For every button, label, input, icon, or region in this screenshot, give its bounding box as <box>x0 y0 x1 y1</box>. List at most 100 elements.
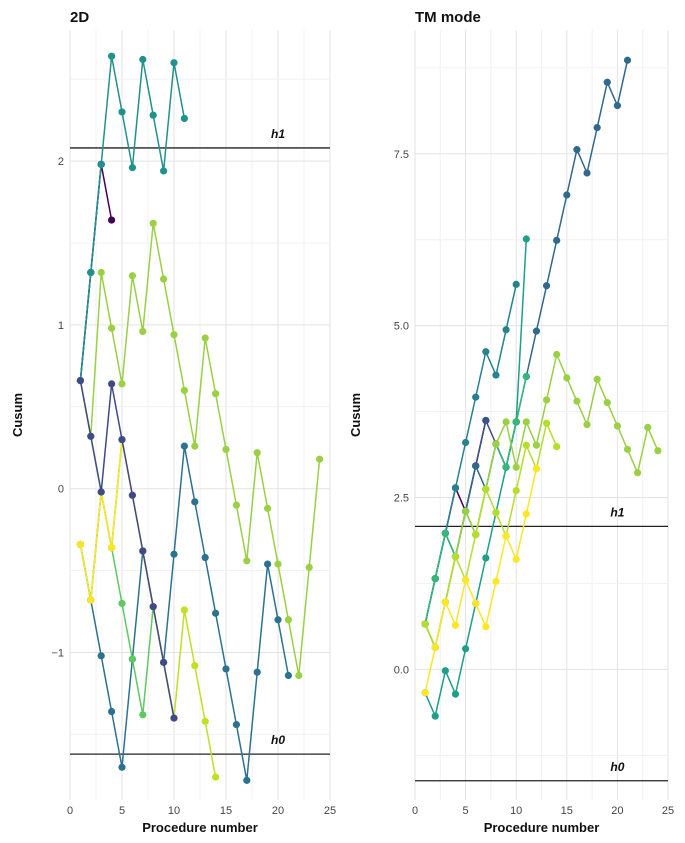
data-point <box>492 440 500 448</box>
data-point <box>191 442 199 450</box>
data-point <box>76 540 84 549</box>
y-tick-label: 0 <box>58 484 64 496</box>
data-point <box>108 707 116 716</box>
data-point <box>512 487 520 495</box>
reference-lines: h1 h0 <box>70 127 330 755</box>
data-point <box>482 554 490 562</box>
data-point <box>170 550 178 558</box>
grid <box>69 30 331 800</box>
data-point <box>128 491 136 499</box>
data-point <box>243 776 251 784</box>
data-point <box>472 599 480 607</box>
data-point <box>522 372 530 381</box>
series-line <box>79 438 175 719</box>
data-point <box>232 721 240 729</box>
data-point <box>180 386 188 395</box>
data-point <box>553 443 561 451</box>
series-line <box>424 353 659 649</box>
h0-label: h0 <box>271 733 285 747</box>
data-point <box>97 160 105 168</box>
data-point <box>522 418 530 426</box>
data-point <box>462 645 470 653</box>
panel-title: TM mode <box>415 9 481 26</box>
data-point <box>170 331 178 339</box>
series-line <box>424 420 487 625</box>
y-tick-label: −1 <box>51 648 64 660</box>
data-point <box>108 544 116 552</box>
data-point <box>502 463 510 471</box>
data-point <box>532 465 541 473</box>
data-point <box>139 327 147 336</box>
panel-title: 2D <box>70 9 89 26</box>
data-point <box>431 643 439 651</box>
data-point <box>563 374 571 382</box>
x-tick-label: 5 <box>119 805 125 817</box>
data-point <box>139 547 147 555</box>
y-tick-labels: 0.0 2.5 5.0 7.5 <box>394 149 409 677</box>
data-point <box>482 348 490 356</box>
series-line <box>424 60 629 625</box>
x-tick-labels: 0 5 10 15 20 25 <box>412 805 674 817</box>
x-tick-label: 15 <box>220 805 232 817</box>
x-tick-label: 5 <box>463 805 469 817</box>
data-point <box>87 432 95 440</box>
data-point <box>502 326 510 334</box>
data-point <box>553 350 561 359</box>
x-axis-title: Procedure number <box>142 820 258 835</box>
data-point <box>232 501 240 509</box>
data-point <box>441 529 449 537</box>
data-point <box>253 449 261 457</box>
series-line <box>424 422 558 649</box>
series-line <box>424 284 517 625</box>
data-point <box>553 236 561 244</box>
grid <box>414 30 669 800</box>
x-tick-label: 0 <box>412 805 418 817</box>
data-point <box>482 623 490 631</box>
data-point <box>522 235 530 243</box>
h1-label: h1 <box>271 127 285 141</box>
data-point <box>284 616 292 624</box>
data-point <box>180 606 188 614</box>
x-tick-label: 10 <box>168 805 180 817</box>
data-point <box>201 334 209 342</box>
data-point <box>441 667 449 675</box>
series-trainee-9 <box>421 465 541 697</box>
data-point <box>451 621 460 629</box>
data-point <box>180 442 188 450</box>
x-tick-label: 25 <box>662 805 674 817</box>
panel-2d: 2D Cusum Procedure number 0 5 10 15 20 2… <box>10 9 336 835</box>
y-tick-label: 2 <box>58 156 64 168</box>
x-axis-title: Procedure number <box>484 820 600 835</box>
data-point <box>108 324 116 332</box>
data-point <box>542 282 551 290</box>
data-point <box>191 498 199 506</box>
data-point <box>502 418 510 426</box>
data-point <box>421 689 429 697</box>
data-point <box>644 423 652 431</box>
data-point <box>201 717 209 725</box>
data-point <box>512 280 520 288</box>
data-point <box>118 435 126 444</box>
data-point <box>118 599 126 608</box>
data-point <box>482 416 490 425</box>
data-point <box>512 463 520 471</box>
h1-label: h1 <box>610 505 624 519</box>
data-point <box>492 371 500 379</box>
data-point <box>149 111 157 119</box>
x-tick-label: 20 <box>611 805 623 817</box>
data-point <box>623 56 632 64</box>
data-point <box>573 146 581 154</box>
data-point <box>451 690 460 698</box>
data-point <box>462 507 470 515</box>
data-point <box>128 272 136 280</box>
reference-lines: h1 h0 <box>415 505 668 782</box>
series-trainee-5 <box>76 435 126 604</box>
series-layer <box>76 52 324 784</box>
data-point <box>305 563 313 571</box>
series-trainee-10 <box>76 376 178 722</box>
data-point <box>76 376 84 385</box>
data-point <box>170 59 178 67</box>
series-line <box>424 468 538 693</box>
y-tick-label: 7.5 <box>394 149 409 161</box>
data-point <box>421 620 429 628</box>
